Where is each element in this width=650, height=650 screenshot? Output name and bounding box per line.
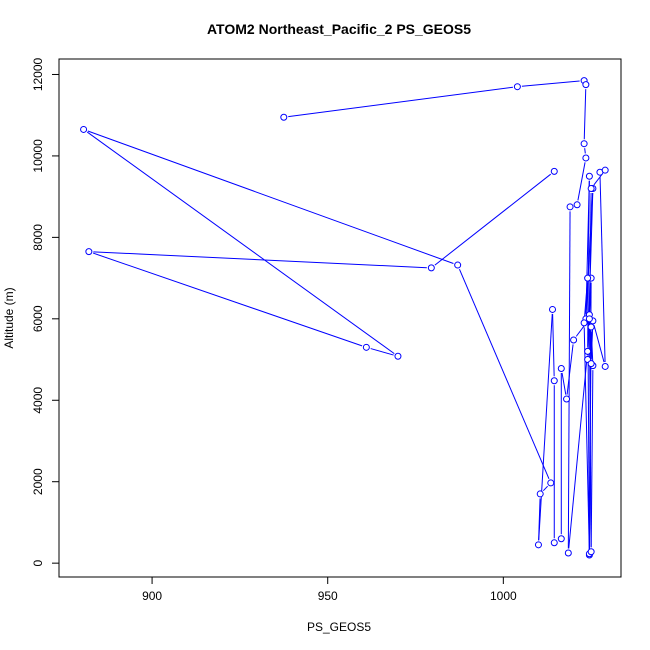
x-axis: 900 950 1000 (142, 577, 517, 603)
series-segment (538, 313, 553, 541)
series-segment (568, 355, 588, 549)
series-segment (566, 344, 574, 395)
x-tick-label: 1000 (490, 589, 517, 603)
series-segment (288, 86, 513, 118)
data-point (564, 549, 572, 557)
data-point (85, 248, 93, 256)
data-point (550, 167, 558, 175)
y-tick-label: 0 (31, 559, 45, 566)
data-point (584, 274, 592, 282)
data-point (394, 352, 402, 360)
data-point (549, 305, 557, 313)
plot-frame (58, 58, 622, 578)
data-point (547, 479, 555, 487)
series-segment (538, 498, 541, 541)
data-point (582, 81, 590, 89)
series-segment (86, 131, 395, 355)
series-segment (599, 176, 606, 362)
series-segment (561, 372, 567, 395)
series-segment (583, 327, 590, 550)
data-point (580, 319, 588, 327)
data-point (585, 315, 593, 323)
data-point (587, 185, 595, 192)
data-point (584, 347, 592, 355)
y-tick-label: 8000 (31, 224, 45, 251)
data-point (513, 83, 521, 91)
series-segment (584, 148, 586, 154)
x-tick-label: 900 (142, 589, 162, 603)
chart-title: ATOM2 Northeast_Pacific_2 PS_GEOS5 (207, 21, 471, 37)
y-tick-label: 2000 (31, 468, 45, 495)
data-point (557, 364, 565, 372)
data-point (454, 261, 462, 269)
x-axis-label: PS_GEOS5 (307, 620, 371, 634)
data-point (536, 490, 544, 498)
data-point (587, 548, 595, 556)
series-segment (583, 282, 588, 319)
data-point (601, 362, 609, 370)
data-point (566, 203, 574, 211)
data-point (587, 360, 595, 368)
series-segment (590, 370, 594, 548)
data-point (573, 201, 581, 209)
data-point (582, 154, 590, 162)
data-point (550, 539, 558, 547)
series-segment (542, 485, 548, 492)
y-tick-label: 12000 (31, 57, 45, 91)
data-point (580, 140, 588, 148)
y-axis-label: Altitude (m) (2, 287, 16, 348)
series-segment (593, 325, 605, 363)
series-segment (552, 313, 555, 377)
y-tick-label: 6000 (31, 305, 45, 332)
series-segment (590, 325, 594, 360)
data-point (362, 343, 370, 351)
data-point (557, 535, 565, 543)
data-point (585, 172, 593, 180)
series-segment (370, 348, 394, 356)
data-point (427, 264, 435, 272)
data-point (80, 125, 88, 133)
series-segment (87, 130, 454, 264)
data-point (534, 541, 542, 549)
series-segment (434, 173, 552, 266)
series-segment (585, 192, 594, 315)
series-segment (588, 192, 592, 315)
series-segment (93, 251, 427, 269)
data-point (601, 166, 609, 174)
series-segment (583, 89, 587, 140)
x-tick-label: 950 (318, 589, 338, 603)
series-segment (458, 269, 550, 479)
series-layer (80, 77, 609, 559)
data-point (550, 377, 558, 385)
data-point (587, 323, 595, 331)
series-segment (92, 252, 363, 347)
series-segment (593, 173, 603, 186)
y-tick-label: 10000 (31, 139, 45, 173)
data-point (570, 336, 578, 344)
series-segment (521, 80, 580, 87)
y-tick-label: 4000 (31, 387, 45, 414)
data-point (280, 113, 288, 121)
data-point (563, 395, 571, 403)
y-axis: 0 2000 4000 6000 8000 10000 12000 (31, 57, 59, 566)
series-segment (577, 162, 586, 201)
